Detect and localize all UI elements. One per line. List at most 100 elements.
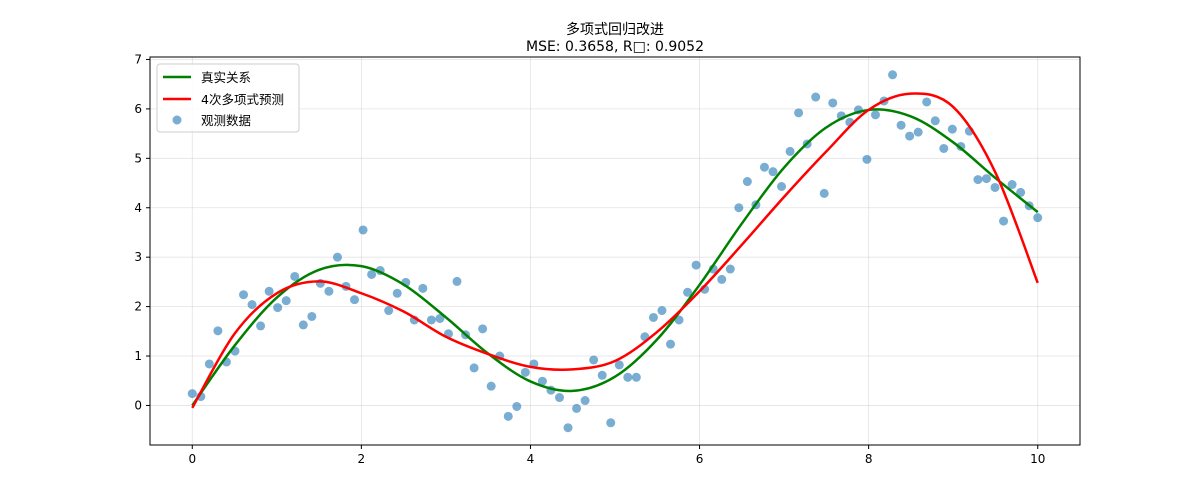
axes-frame [149, 56, 1081, 446]
grid [150, 57, 1080, 445]
scatter-point [648, 312, 658, 322]
scatter-point [290, 271, 300, 281]
scatter-point [563, 423, 573, 433]
scatter-point [298, 320, 308, 330]
legend-box [156, 63, 300, 133]
scatter-point [614, 360, 624, 370]
scatter-point [785, 146, 795, 156]
scatter-point [794, 108, 804, 118]
legend-marker-obs [172, 115, 182, 125]
scatter-point [256, 321, 266, 331]
scatter-point [239, 290, 249, 300]
scatter-point [888, 70, 898, 80]
scatter-point [469, 363, 479, 373]
scatter-point [990, 182, 1000, 192]
scatter-point [572, 403, 582, 413]
scatter-point [597, 370, 607, 380]
true-relation-line [191, 108, 1039, 407]
legend-label-true: 真实关系 [201, 70, 251, 85]
scatter-point [657, 306, 667, 316]
scatter-point [947, 124, 957, 134]
scatter-point [939, 143, 949, 153]
scatter-point [742, 177, 752, 187]
scatter-point [247, 300, 257, 310]
scatter-point [187, 389, 197, 399]
scatter-point [1033, 213, 1043, 223]
scatter-point [981, 174, 991, 184]
x-tick-label: 4 [527, 452, 535, 466]
scatter-point [350, 295, 360, 305]
scatter-point [1016, 187, 1026, 197]
y-tick-label: 5 [134, 151, 142, 165]
scatter-point [896, 120, 906, 130]
scatter-point [870, 110, 880, 120]
scatter-point [606, 418, 616, 428]
y-tick-label: 0 [134, 398, 142, 412]
scatter-point [691, 260, 701, 270]
scatter-point [922, 97, 932, 107]
scatter-point [973, 175, 983, 185]
scatter-point [768, 167, 778, 177]
legend-label-pred: 4次多项式预测 [201, 92, 284, 107]
chart-subtitle: MSE: 0.3658, R□: 0.9052 [526, 39, 704, 55]
scatter-point [307, 311, 317, 321]
scatter-point [930, 116, 940, 126]
scatter-point [623, 372, 633, 382]
scatter-point [324, 286, 334, 296]
scatter-point [512, 401, 522, 411]
scatter-point [1007, 180, 1017, 190]
scatter-point [862, 154, 872, 164]
y-tick-label: 7 [134, 52, 142, 66]
scatter-point [589, 355, 599, 365]
y-tick-label: 1 [134, 349, 142, 363]
scatter-point [503, 411, 513, 421]
y-tick-label: 6 [134, 102, 142, 116]
scatter-point [281, 296, 291, 306]
scatter-point [777, 181, 787, 191]
y-tick-label: 4 [134, 201, 142, 215]
scatter-point [332, 252, 342, 262]
scatter-point [759, 162, 769, 172]
scatter-point [631, 372, 641, 382]
scatter-point [435, 313, 445, 323]
scatter-point [913, 127, 923, 137]
scatter-point [452, 276, 462, 286]
scatter-point [478, 324, 488, 334]
scatter-point [213, 326, 223, 336]
scatter-point [905, 131, 915, 141]
scatter-point [358, 225, 368, 235]
scatter-point [537, 376, 547, 386]
x-tick-label: 2 [358, 452, 366, 466]
scatter-point [674, 315, 684, 325]
scatter-point [734, 203, 744, 213]
scatter-point [811, 92, 821, 102]
scatter-point [426, 315, 436, 325]
y-tick-label: 2 [134, 300, 142, 314]
scatter-point [392, 288, 402, 298]
legend-label-obs: 观测数据 [201, 113, 251, 128]
scatter-point [554, 393, 564, 403]
scatter-point [486, 381, 496, 391]
x-tick-label: 6 [696, 452, 704, 466]
lines [191, 92, 1039, 409]
legend: 真实关系 4次多项式预测 观测数据 [156, 63, 300, 133]
scatter-point [819, 188, 829, 198]
scatter-point [418, 283, 428, 293]
scatter-point [384, 306, 394, 316]
y-tick-label: 3 [134, 250, 142, 264]
scatter-point [264, 286, 274, 296]
x-tick-label: 0 [188, 452, 196, 466]
chart-title: 多项式回归改进 [566, 21, 664, 38]
scatter-point [828, 98, 838, 108]
scatter-point [683, 287, 693, 297]
scatter-point [717, 274, 727, 284]
scatter-point [520, 367, 530, 377]
x-tick-label: 10 [1030, 452, 1045, 466]
polynomial-prediction-line [191, 92, 1039, 409]
scatter-point [367, 269, 377, 279]
scatter-point [999, 216, 1009, 226]
x-tick-label: 8 [865, 452, 873, 466]
scatter-point [204, 359, 214, 369]
scatter-point [666, 339, 676, 349]
